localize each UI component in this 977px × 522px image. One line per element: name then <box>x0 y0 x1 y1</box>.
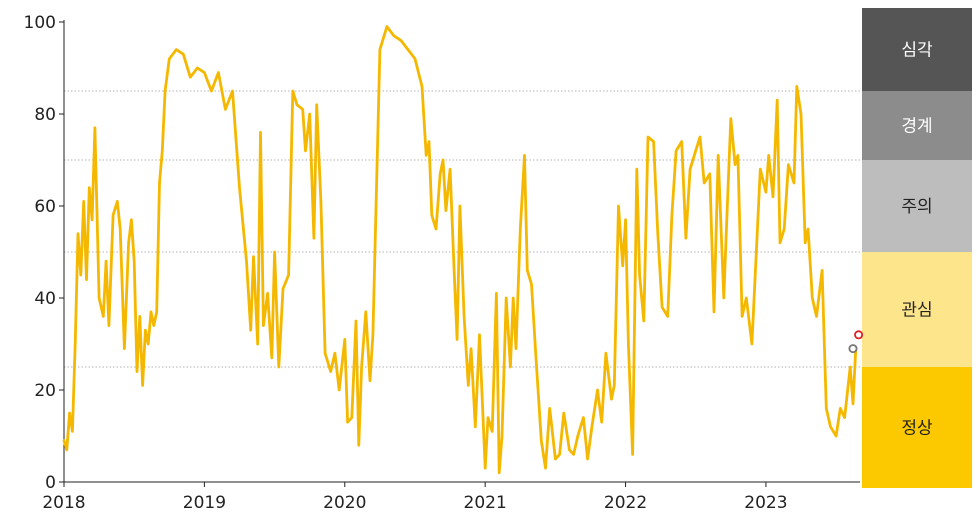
grid-lines <box>64 90 862 368</box>
x-tick-label: 2020 <box>323 493 366 513</box>
x-tick-label: 2019 <box>183 493 226 513</box>
band-label: 관심 <box>901 301 932 321</box>
series-group <box>62 25 858 475</box>
x-tick-label: 2018 <box>42 493 85 513</box>
axes <box>63 20 860 483</box>
band-3 <box>862 252 972 367</box>
endpoint-markers <box>848 330 864 354</box>
y-tick-label: 60 <box>34 197 56 217</box>
band-1 <box>862 91 972 160</box>
y-tick-label: 20 <box>34 381 56 401</box>
endpoint-marker-1 <box>854 330 864 340</box>
series-line-0 <box>62 25 858 475</box>
y-tick-label: 40 <box>34 289 56 309</box>
endpoint-marker-0 <box>848 344 858 354</box>
band-label: 정상 <box>901 419 933 439</box>
x-tick-label: 2022 <box>604 493 647 513</box>
band-0 <box>862 8 972 91</box>
x-tick-label: 2023 <box>744 493 787 513</box>
y-tick-label: 80 <box>34 105 56 125</box>
band-label: 심각 <box>901 41 933 61</box>
y-axis-ticks: 0 20 40 60 80 100 <box>24 13 64 493</box>
band-4 <box>862 367 972 488</box>
x-axis-ticks: 2018 2019 2020 2021 2022 2023 <box>42 482 788 513</box>
band-label: 주의 <box>901 197 932 217</box>
band-2 <box>862 160 972 252</box>
y-tick-label: 0 <box>45 473 56 493</box>
x-tick-label: 2021 <box>464 493 507 513</box>
y-tick-label: 100 <box>24 13 56 33</box>
band-label: 경계 <box>901 117 932 137</box>
